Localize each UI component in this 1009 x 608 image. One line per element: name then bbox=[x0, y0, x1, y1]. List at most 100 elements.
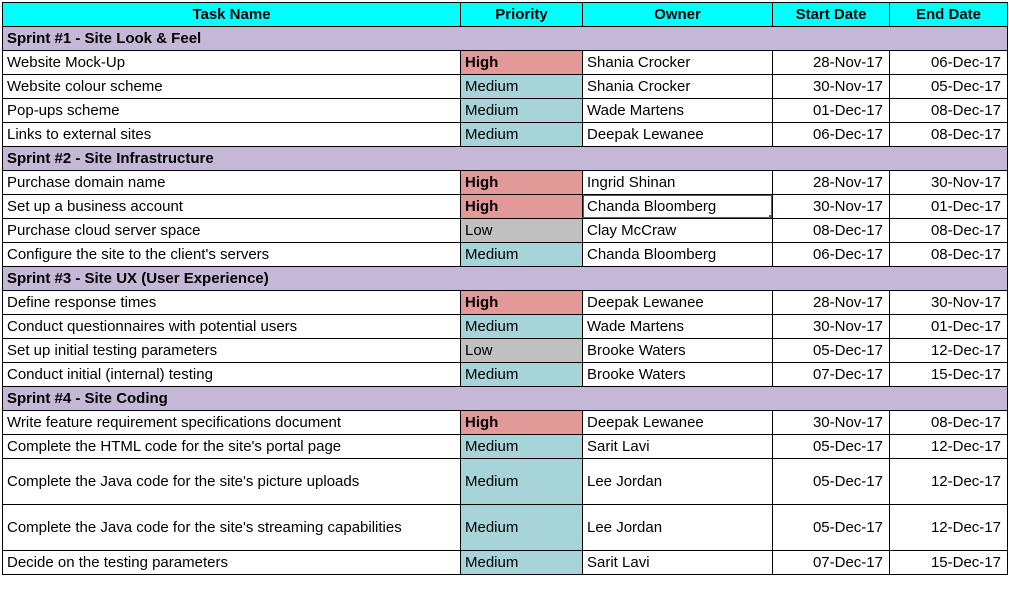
table-row: Write feature requirement specifications… bbox=[3, 411, 1008, 435]
task-cell[interactable]: Conduct initial (internal) testing bbox=[3, 363, 461, 387]
start-date-cell[interactable]: 05-Dec-17 bbox=[773, 505, 890, 551]
task-cell[interactable]: Links to external sites bbox=[3, 123, 461, 147]
priority-cell[interactable]: Medium bbox=[461, 75, 583, 99]
task-cell[interactable]: Write feature requirement specifications… bbox=[3, 411, 461, 435]
priority-cell[interactable]: Medium bbox=[461, 551, 583, 575]
start-date-cell[interactable]: 06-Dec-17 bbox=[773, 243, 890, 267]
header-start[interactable]: Start Date bbox=[773, 3, 890, 27]
priority-cell[interactable]: Medium bbox=[461, 99, 583, 123]
priority-cell[interactable]: High bbox=[461, 51, 583, 75]
start-date-cell[interactable]: 05-Dec-17 bbox=[773, 435, 890, 459]
priority-cell[interactable]: Medium bbox=[461, 243, 583, 267]
end-date-cell[interactable]: 12-Dec-17 bbox=[890, 435, 1008, 459]
owner-cell[interactable]: Deepak Lewanee bbox=[583, 291, 773, 315]
header-owner[interactable]: Owner bbox=[583, 3, 773, 27]
end-date-cell[interactable]: 12-Dec-17 bbox=[890, 459, 1008, 505]
end-date-cell[interactable]: 08-Dec-17 bbox=[890, 99, 1008, 123]
start-date-cell[interactable]: 28-Nov-17 bbox=[773, 51, 890, 75]
start-date-cell[interactable]: 06-Dec-17 bbox=[773, 123, 890, 147]
section-title[interactable]: Sprint #3 - Site UX (User Experience) bbox=[3, 267, 1008, 291]
owner-cell[interactable]: Brooke Waters bbox=[583, 339, 773, 363]
start-date-cell[interactable]: 30-Nov-17 bbox=[773, 411, 890, 435]
end-date-cell[interactable]: 15-Dec-17 bbox=[890, 363, 1008, 387]
start-date-cell[interactable]: 05-Dec-17 bbox=[773, 459, 890, 505]
table-row: Complete the HTML code for the site's po… bbox=[3, 435, 1008, 459]
end-date-cell[interactable]: 05-Dec-17 bbox=[890, 75, 1008, 99]
task-cell[interactable]: Set up initial testing parameters bbox=[3, 339, 461, 363]
header-end[interactable]: End Date bbox=[890, 3, 1008, 27]
priority-cell[interactable]: Medium bbox=[461, 315, 583, 339]
task-cell[interactable]: Configure the site to the client's serve… bbox=[3, 243, 461, 267]
end-date-cell[interactable]: 30-Nov-17 bbox=[890, 171, 1008, 195]
end-date-cell[interactable]: 06-Dec-17 bbox=[890, 51, 1008, 75]
end-date-cell[interactable]: 08-Dec-17 bbox=[890, 219, 1008, 243]
end-date-cell[interactable]: 08-Dec-17 bbox=[890, 123, 1008, 147]
owner-cell[interactable]: Deepak Lewanee bbox=[583, 411, 773, 435]
priority-cell[interactable]: High bbox=[461, 171, 583, 195]
end-date-cell[interactable]: 08-Dec-17 bbox=[890, 243, 1008, 267]
priority-cell[interactable]: High bbox=[461, 291, 583, 315]
priority-cell[interactable]: High bbox=[461, 411, 583, 435]
start-date-cell[interactable]: 01-Dec-17 bbox=[773, 99, 890, 123]
end-date-cell[interactable]: 08-Dec-17 bbox=[890, 411, 1008, 435]
end-date-cell[interactable]: 01-Dec-17 bbox=[890, 315, 1008, 339]
start-date-cell[interactable]: 30-Nov-17 bbox=[773, 315, 890, 339]
priority-cell[interactable]: Medium bbox=[461, 505, 583, 551]
owner-cell[interactable]: Clay McCraw bbox=[583, 219, 773, 243]
priority-cell[interactable]: Low bbox=[461, 339, 583, 363]
start-date-cell[interactable]: 28-Nov-17 bbox=[773, 291, 890, 315]
owner-cell[interactable]: Shania Crocker bbox=[583, 51, 773, 75]
task-cell[interactable]: Purchase domain name bbox=[3, 171, 461, 195]
start-date-cell[interactable]: 05-Dec-17 bbox=[773, 339, 890, 363]
task-cell[interactable]: Purchase cloud server space bbox=[3, 219, 461, 243]
priority-cell[interactable]: Medium bbox=[461, 435, 583, 459]
owner-cell[interactable]: Ingrid Shinan bbox=[583, 171, 773, 195]
task-cell[interactable]: Complete the Java code for the site's pi… bbox=[3, 459, 461, 505]
header-task[interactable]: Task Name bbox=[3, 3, 461, 27]
task-cell[interactable]: Set up a business account bbox=[3, 195, 461, 219]
sprint-table[interactable]: Task Name Priority Owner Start Date End … bbox=[2, 2, 1008, 575]
owner-cell[interactable]: Shania Crocker bbox=[583, 75, 773, 99]
priority-cell[interactable]: High bbox=[461, 195, 583, 219]
owner-cell[interactable]: Lee Jordan bbox=[583, 459, 773, 505]
end-date-cell[interactable]: 12-Dec-17 bbox=[890, 505, 1008, 551]
task-cell[interactable]: Conduct questionnaires with potential us… bbox=[3, 315, 461, 339]
task-cell[interactable]: Website colour scheme bbox=[3, 75, 461, 99]
table-row: Configure the site to the client's serve… bbox=[3, 243, 1008, 267]
owner-cell[interactable]: Brooke Waters bbox=[583, 363, 773, 387]
priority-cell[interactable]: Medium bbox=[461, 123, 583, 147]
owner-cell[interactable]: Chanda Bloomberg bbox=[583, 195, 773, 219]
owner-cell[interactable]: Chanda Bloomberg bbox=[583, 243, 773, 267]
section-title[interactable]: Sprint #1 - Site Look & Feel bbox=[3, 27, 1008, 51]
end-date-cell[interactable]: 30-Nov-17 bbox=[890, 291, 1008, 315]
end-date-cell[interactable]: 01-Dec-17 bbox=[890, 195, 1008, 219]
section-row: Sprint #4 - Site Coding bbox=[3, 387, 1008, 411]
task-cell[interactable]: Define response times bbox=[3, 291, 461, 315]
owner-cell[interactable]: Deepak Lewanee bbox=[583, 123, 773, 147]
task-cell[interactable]: Decide on the testing parameters bbox=[3, 551, 461, 575]
header-priority[interactable]: Priority bbox=[461, 3, 583, 27]
start-date-cell[interactable]: 07-Dec-17 bbox=[773, 363, 890, 387]
task-cell[interactable]: Website Mock-Up bbox=[3, 51, 461, 75]
start-date-cell[interactable]: 30-Nov-17 bbox=[773, 195, 890, 219]
owner-cell[interactable]: Wade Martens bbox=[583, 99, 773, 123]
task-cell[interactable]: Complete the Java code for the site's st… bbox=[3, 505, 461, 551]
start-date-cell[interactable]: 28-Nov-17 bbox=[773, 171, 890, 195]
owner-cell[interactable]: Lee Jordan bbox=[583, 505, 773, 551]
task-cell[interactable]: Complete the HTML code for the site's po… bbox=[3, 435, 461, 459]
end-date-cell[interactable]: 15-Dec-17 bbox=[890, 551, 1008, 575]
start-date-cell[interactable]: 07-Dec-17 bbox=[773, 551, 890, 575]
start-date-cell[interactable]: 30-Nov-17 bbox=[773, 75, 890, 99]
section-title[interactable]: Sprint #4 - Site Coding bbox=[3, 387, 1008, 411]
owner-cell[interactable]: Wade Martens bbox=[583, 315, 773, 339]
priority-cell[interactable]: Low bbox=[461, 219, 583, 243]
section-row: Sprint #1 - Site Look & Feel bbox=[3, 27, 1008, 51]
priority-cell[interactable]: Medium bbox=[461, 459, 583, 505]
task-cell[interactable]: Pop-ups scheme bbox=[3, 99, 461, 123]
owner-cell[interactable]: Sarit Lavi bbox=[583, 551, 773, 575]
priority-cell[interactable]: Medium bbox=[461, 363, 583, 387]
section-title[interactable]: Sprint #2 - Site Infrastructure bbox=[3, 147, 1008, 171]
start-date-cell[interactable]: 08-Dec-17 bbox=[773, 219, 890, 243]
end-date-cell[interactable]: 12-Dec-17 bbox=[890, 339, 1008, 363]
owner-cell[interactable]: Sarit Lavi bbox=[583, 435, 773, 459]
